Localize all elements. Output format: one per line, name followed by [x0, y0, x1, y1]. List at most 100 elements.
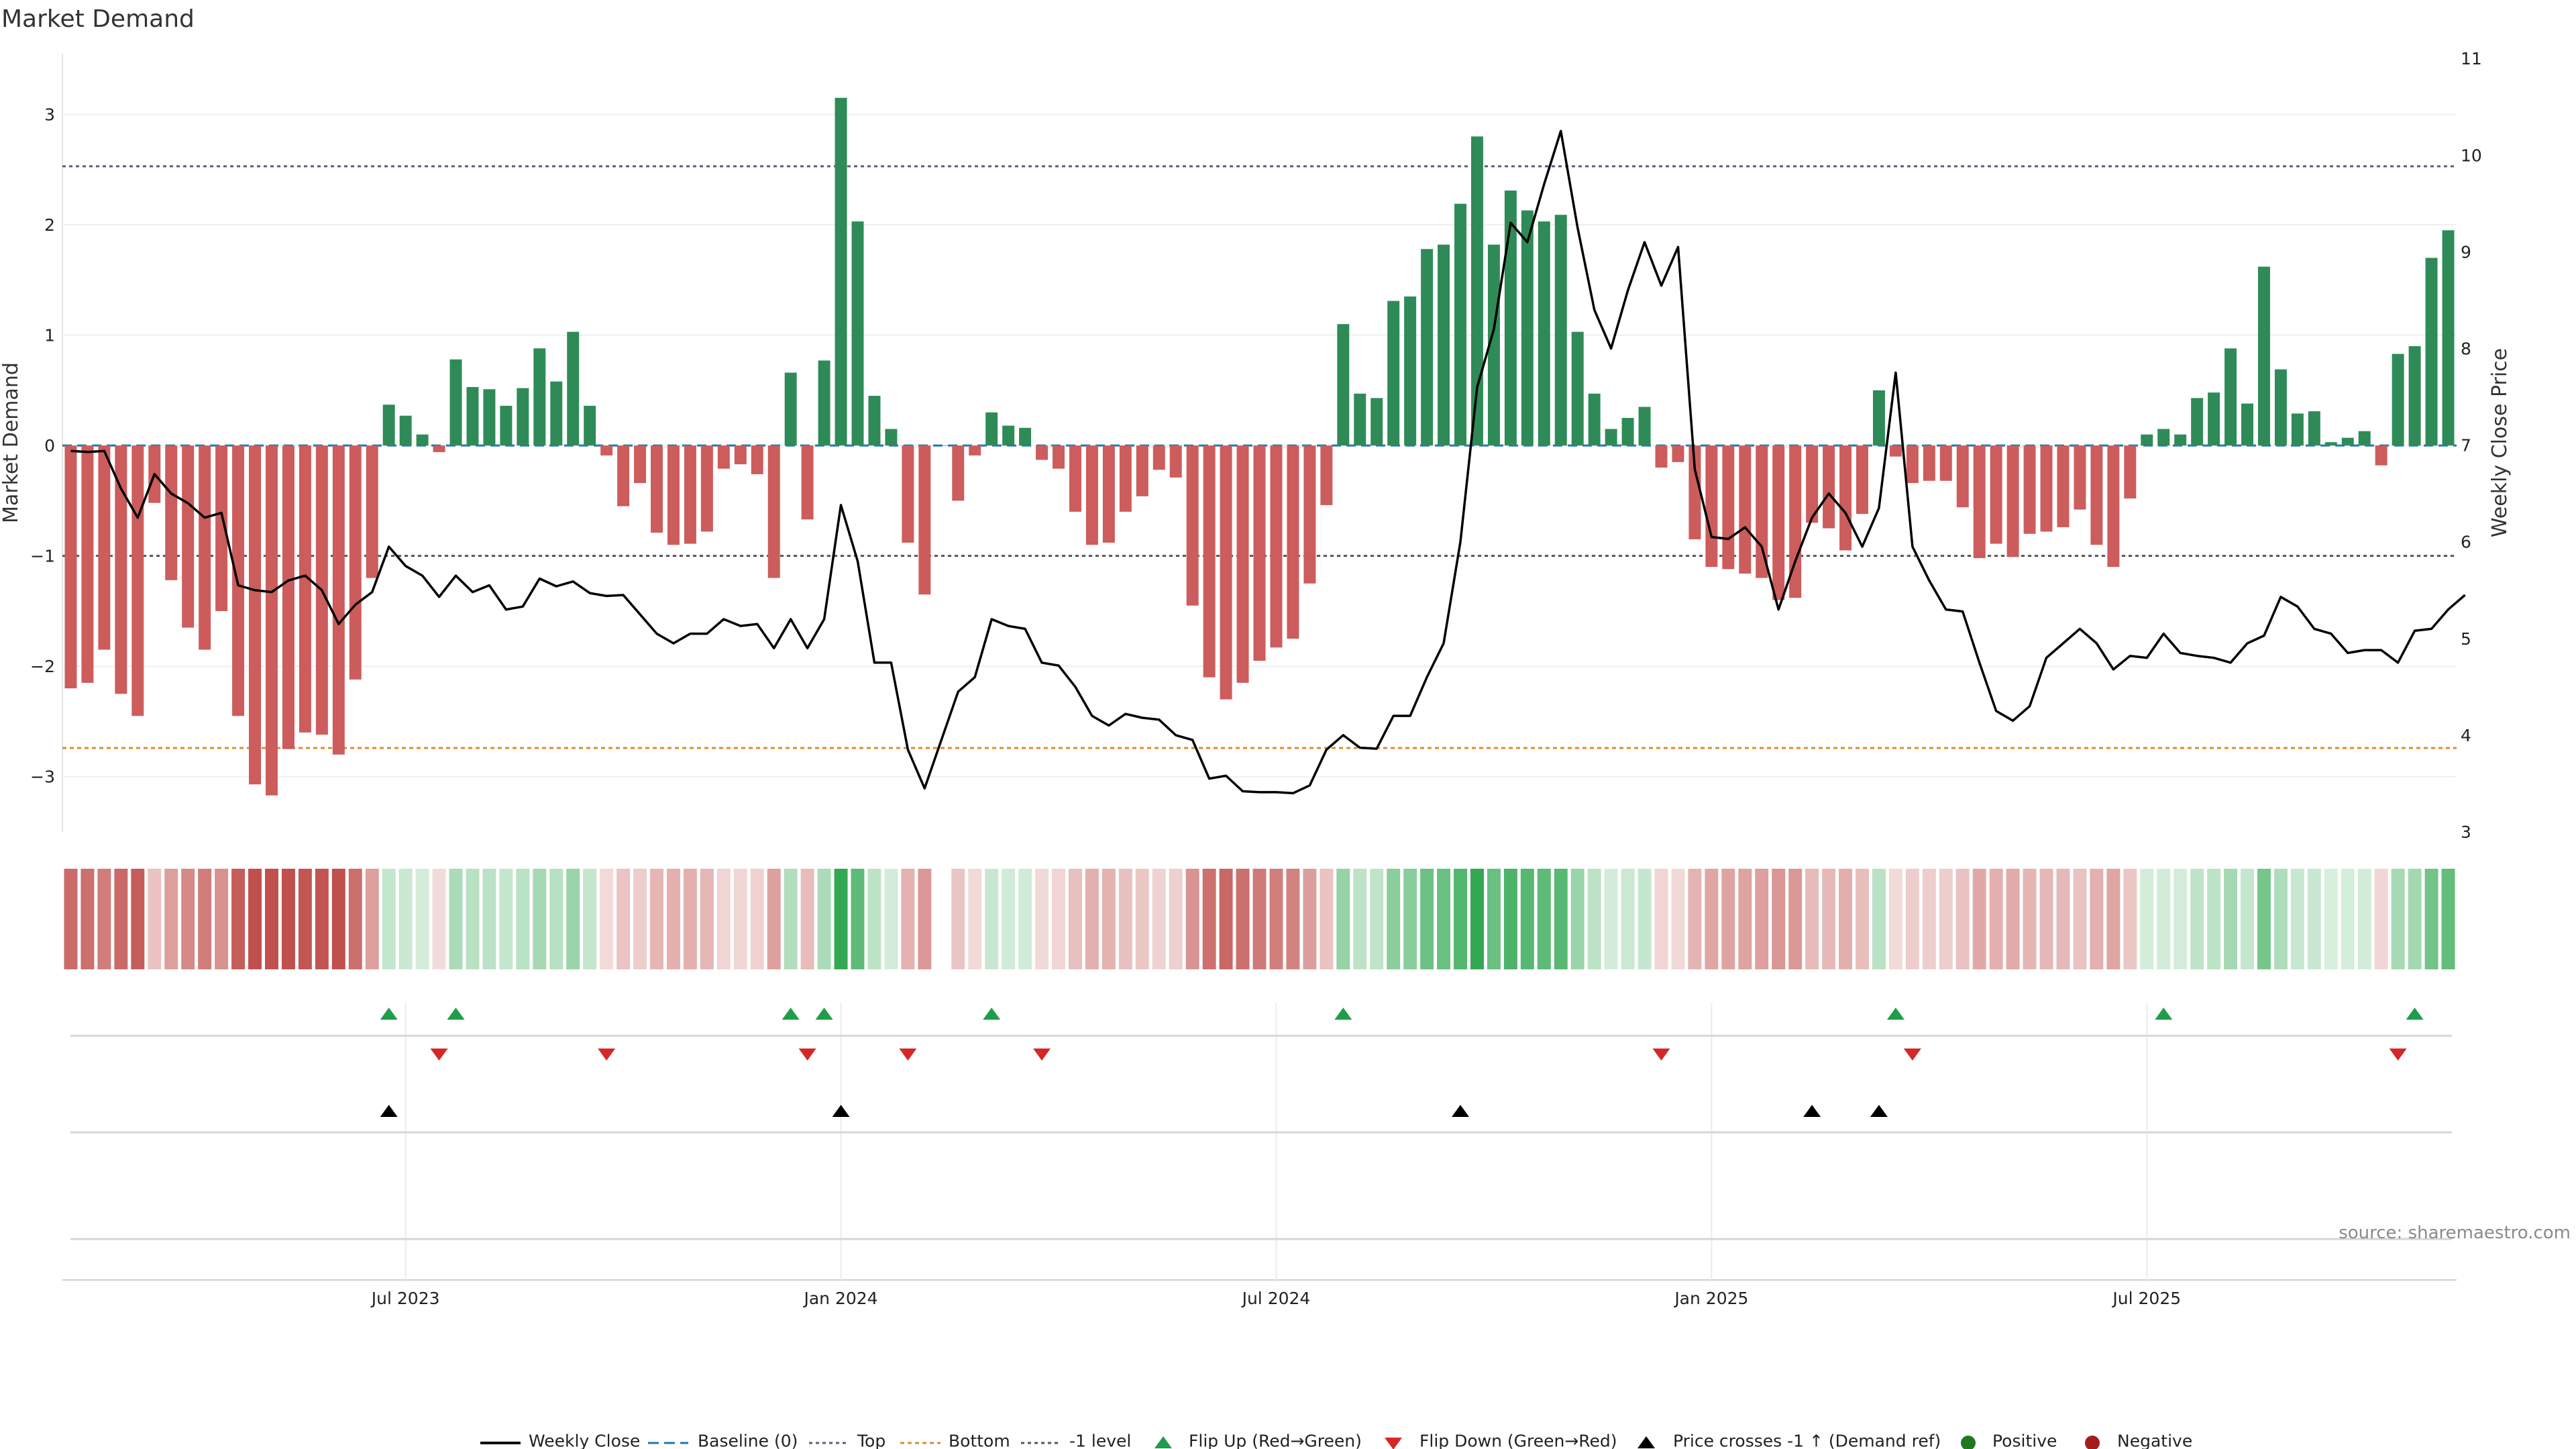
y-tick-label-0: 3 — [44, 105, 55, 124]
demand-bar-102 — [1772, 445, 1785, 600]
demand-bar-105 — [1823, 445, 1835, 529]
strip-cell-46 — [834, 869, 848, 969]
demand-bar-133 — [2291, 413, 2304, 446]
y2-tick-label-2: 9 — [2461, 242, 2471, 262]
strip-cell-91 — [1587, 869, 1601, 969]
weekly-close-line — [70, 129, 2466, 795]
flip-down-marker-2 — [798, 1049, 816, 1061]
strip-cell-77 — [1353, 869, 1367, 969]
demand-bar-24 — [466, 386, 479, 446]
strip-cell-27 — [516, 869, 530, 969]
flip-up-marker-3 — [815, 1008, 833, 1020]
demand-bar-88 — [1538, 221, 1550, 446]
strip-cell-92 — [1604, 869, 1618, 969]
strip-cell-56 — [1002, 869, 1016, 969]
strip-cell-50 — [901, 869, 915, 969]
demand-bar-55 — [985, 412, 998, 446]
strip-cell-142 — [2441, 869, 2455, 969]
strip-cell-68 — [1202, 869, 1216, 969]
strip-cell-88 — [1537, 869, 1551, 969]
demand-bar-68 — [1203, 445, 1216, 678]
strip-cell-94 — [1638, 869, 1652, 969]
strip-cell-99 — [1721, 869, 1735, 969]
demand-bar-76 — [1337, 324, 1350, 446]
demand-bar-8 — [199, 445, 211, 650]
source-credit: source: sharemaestro.com — [2339, 1223, 2571, 1243]
demand-bar-21 — [416, 434, 429, 446]
strip-cell-129 — [2224, 869, 2238, 969]
demand-bar-67 — [1186, 445, 1199, 606]
strip-cell-89 — [1554, 869, 1568, 969]
demand-bar-134 — [2308, 411, 2320, 446]
strip-cell-55 — [985, 869, 999, 969]
strip-cell-114 — [1972, 869, 1986, 969]
strip-cell-18 — [365, 869, 379, 969]
demand-bar-2 — [98, 445, 111, 650]
x-tick-label-2: Jul 2024 — [1241, 1289, 1311, 1308]
demand-bar-85 — [1487, 244, 1500, 446]
demand-bar-100 — [1739, 445, 1752, 574]
demand-bar-119 — [2057, 445, 2070, 527]
demand-bar-104 — [1806, 445, 1819, 523]
strip-cell-8 — [198, 869, 212, 969]
strip-cell-26 — [499, 869, 513, 969]
flip-up-marker-5 — [1334, 1008, 1352, 1020]
strip-cell-74 — [1303, 869, 1317, 969]
strip-cell-44 — [800, 869, 814, 969]
y-axis-ticks: 3 2 1 0 −1 −2 −3 — [30, 105, 55, 786]
demand-bar-97 — [1688, 445, 1701, 539]
demand-bar-93 — [1621, 417, 1634, 446]
demand-bar-28 — [533, 348, 546, 446]
strip-cell-103 — [1788, 869, 1803, 969]
strip-cell-71 — [1252, 869, 1267, 969]
strip-cell-108 — [1872, 869, 1886, 969]
demand-bar-83 — [1454, 203, 1466, 446]
x-tick-label-4: Jul 2025 — [2111, 1289, 2181, 1308]
demand-bar-120 — [2074, 445, 2086, 510]
page-title: Market Demand — [1, 5, 195, 33]
strip-cell-123 — [2123, 869, 2137, 969]
demand-bar-30 — [567, 331, 580, 446]
demand-bar-125 — [2157, 429, 2170, 446]
strip-cell-113 — [1955, 869, 1970, 969]
strip-cell-126 — [2174, 869, 2188, 969]
event-markers — [380, 1008, 2424, 1117]
y2-tick-label-5: 6 — [2461, 533, 2471, 552]
demand-bar-114 — [1973, 445, 1986, 558]
strip-cell-97 — [1688, 869, 1702, 969]
strip-cell-80 — [1403, 869, 1417, 969]
demand-bar-25 — [483, 389, 496, 446]
strip-cell-9 — [215, 869, 229, 969]
strip-cell-10 — [231, 869, 246, 969]
strip-cell-72 — [1269, 869, 1283, 969]
legend-swatch-6 — [1385, 1438, 1402, 1449]
cross-marker-1 — [832, 1105, 850, 1117]
demand-bar-70 — [1236, 445, 1249, 683]
demand-bar-3 — [115, 445, 127, 694]
legend-label-3: Bottom — [949, 1432, 1010, 1449]
legend-label-6: Flip Down (Green→Red) — [1419, 1432, 1617, 1449]
strip-cell-78 — [1370, 869, 1384, 969]
y2-axis-ticks: 11 10 9 8 7 6 5 4 3 — [2461, 49, 2482, 842]
demand-bar-38 — [700, 445, 713, 532]
strip-cell-4 — [131, 869, 145, 969]
y-tick-label-6: −3 — [30, 767, 55, 787]
strip-cell-13 — [281, 869, 295, 969]
flip-up-marker-7 — [2155, 1008, 2173, 1020]
demand-bar-48 — [868, 396, 881, 446]
demand-bar-57 — [1019, 427, 1032, 446]
strip-cell-16 — [331, 869, 345, 969]
y2-tick-label-8: 3 — [2461, 822, 2471, 842]
y2-tick-label-3: 8 — [2461, 339, 2471, 359]
x-tick-label-0: Jul 2023 — [370, 1289, 440, 1308]
demand-bar-127 — [2191, 398, 2204, 446]
strip-cell-121 — [2090, 869, 2104, 969]
demand-bar-79 — [1387, 301, 1400, 446]
demand-bar-115 — [1990, 445, 2002, 544]
legend-label-9: Negative — [2117, 1432, 2192, 1449]
demand-bar-43 — [784, 372, 797, 446]
demand-bar-69 — [1220, 445, 1232, 700]
demand-bar-90 — [1571, 331, 1584, 446]
y-tick-label-2: 1 — [44, 326, 55, 345]
strip-cell-81 — [1420, 869, 1434, 969]
